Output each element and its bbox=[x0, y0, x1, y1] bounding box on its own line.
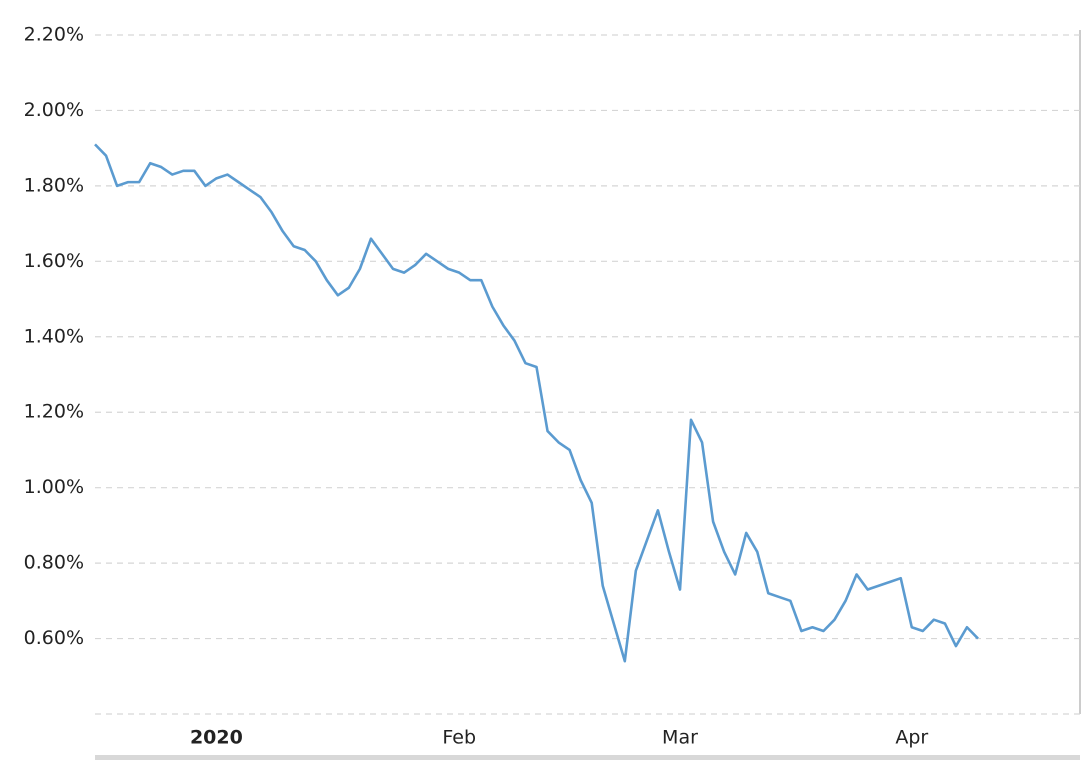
y-tick-label: 2.00% bbox=[24, 99, 84, 121]
x-tick-label: Apr bbox=[895, 727, 928, 749]
y-tick-label: 1.40% bbox=[24, 325, 84, 347]
y-tick-label: 1.80% bbox=[24, 174, 84, 196]
y-tick-label: 1.20% bbox=[24, 401, 84, 423]
line bbox=[94, 143, 979, 663]
y-tick-label: 0.80% bbox=[24, 552, 84, 574]
navigator-bar bbox=[95, 755, 1080, 760]
y-tick-label: 1.00% bbox=[24, 476, 84, 498]
x-tick-label: Feb bbox=[442, 727, 476, 749]
y-tick-label: 1.60% bbox=[24, 250, 84, 272]
x-tick-label: 2020 bbox=[190, 727, 243, 749]
y-tick-label: 0.60% bbox=[24, 627, 84, 649]
y-tick-label: 2.20% bbox=[24, 24, 84, 46]
x-tick-label: Mar bbox=[662, 727, 698, 749]
